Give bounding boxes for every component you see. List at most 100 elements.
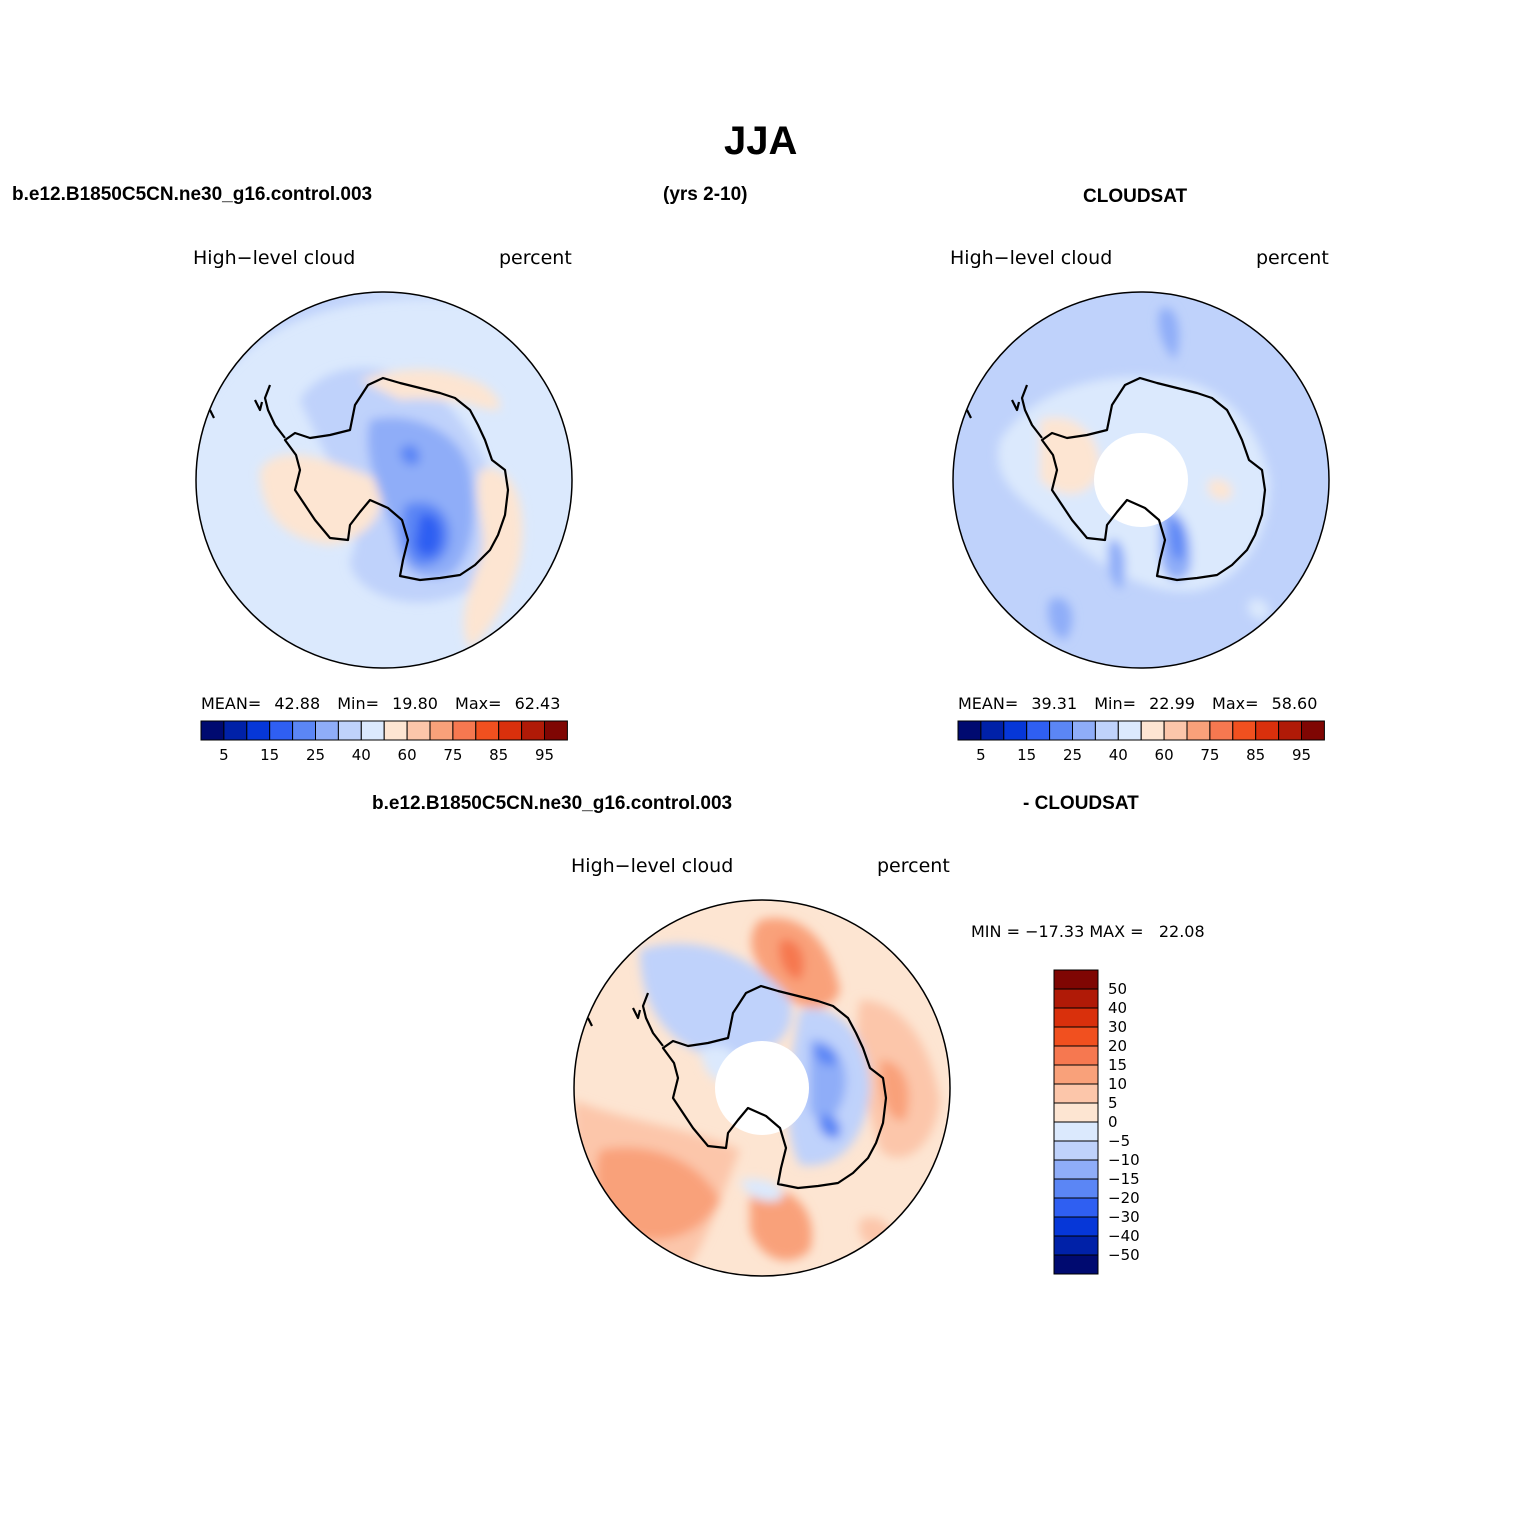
mean-value: 42.88: [274, 694, 321, 713]
diff-model-name: b.e12.B1850C5CN.ne30_g16.control.003: [372, 793, 733, 814]
colorbar-box: [1053, 1083, 1099, 1104]
colorbar-tick-label: −20: [1108, 1189, 1140, 1207]
colorbar-box: [957, 720, 982, 741]
colorbar-tick-label: 95: [535, 746, 554, 764]
colorbar-box: [521, 720, 545, 741]
colorbar-tick-label: 10: [1108, 1075, 1127, 1093]
colorbar-box: [269, 720, 294, 741]
colorbar-box: [1053, 1216, 1099, 1237]
colorbar-box: [1053, 1007, 1099, 1028]
colorbar-box: [1255, 720, 1280, 741]
colorbar-box: [1053, 1235, 1099, 1256]
colorbar-tick-label: 5: [219, 746, 229, 764]
panel-model-stats: MEAN= 42.88 Min= 19.80 Max= 62.43: [201, 694, 560, 713]
colorbar-tick-label: 40: [1109, 746, 1128, 764]
obs-coastline: [966, 376, 1267, 582]
model-colorbar: 5 15 25 40 60 75 85 95: [200, 720, 568, 764]
panel-model-units: percent: [499, 247, 572, 269]
colorbar-box: [1053, 988, 1099, 1009]
colorbar-box: [1003, 720, 1028, 741]
colorbar-box: [498, 720, 523, 741]
colorbar-box: [475, 720, 500, 741]
panel-diff-variable: High−level cloud: [571, 855, 734, 877]
colorbar-box: [200, 720, 225, 741]
colorbar-box: [1072, 720, 1096, 741]
colorbar-tick-label: −10: [1108, 1151, 1140, 1169]
colorbar-box: [544, 720, 568, 741]
colorbar-box: [246, 720, 271, 741]
figure-title: JJA: [724, 119, 798, 163]
colorbar-box: [337, 720, 362, 741]
colorbar-box: [1053, 1140, 1099, 1161]
colorbar-tick-label: 50: [1108, 980, 1127, 998]
colorbar-box: [1094, 720, 1119, 741]
colorbar-box: [292, 720, 317, 741]
colorbar-box: [429, 720, 454, 741]
colorbar-tick-label: −40: [1108, 1227, 1140, 1245]
mean-label: MEAN=: [958, 694, 1019, 713]
colorbar-box: [1053, 1026, 1099, 1047]
colorbar-tick-label: 30: [1108, 1018, 1127, 1036]
colorbar-box: [1053, 1102, 1099, 1123]
max-value: 62.43: [514, 694, 561, 713]
diff-contour-fill: [574, 900, 950, 1276]
colorbar-tick-label: 85: [489, 746, 508, 764]
colorbar-box: [1053, 1159, 1099, 1180]
colorbar-box: [1053, 1045, 1099, 1066]
model-case-name: b.e12.B1850C5CN.ne30_g16.control.003: [12, 184, 373, 205]
colorbar-tick-label: 60: [398, 746, 417, 764]
colorbar-tick-label: −30: [1108, 1208, 1140, 1226]
obs-colorbar: 5 15 25 40 60 75 85 95: [957, 720, 1325, 764]
colorbar-box: [1049, 720, 1073, 741]
min-label: Min=: [337, 694, 380, 713]
colorbar-box: [1140, 720, 1165, 741]
colorbar-tick-label: 25: [1063, 746, 1082, 764]
min-value: 22.99: [1149, 694, 1195, 713]
colorbar-box: [1232, 720, 1257, 741]
colorbar-tick-label: 15: [1108, 1056, 1127, 1074]
colorbar-box: [1053, 1254, 1099, 1275]
max-label: Max=: [455, 694, 502, 713]
colorbar-tick-label: 25: [306, 746, 325, 764]
mean-value: 39.31: [1031, 694, 1078, 713]
colorbar-box: [1026, 720, 1051, 741]
colorbar-box: [1053, 1121, 1099, 1142]
min-label: Min=: [1094, 694, 1137, 713]
colorbar-tick-label: 40: [1108, 999, 1127, 1017]
colorbar-box: [980, 720, 1005, 741]
colorbar-box: [315, 720, 339, 741]
diff-obs-name: - CLOUDSAT: [1023, 793, 1139, 814]
colorbar-box: [1053, 1197, 1099, 1218]
panel-obs-stats: MEAN= 39.31 Min= 22.99 Max= 58.60: [958, 694, 1317, 713]
colorbar-tick-label: 95: [1292, 746, 1311, 764]
colorbar-tick-label: 15: [260, 746, 279, 764]
obs-contour-fill: [953, 292, 1329, 668]
panel-model-variable: High−level cloud: [193, 247, 356, 269]
colorbar-tick-label: 75: [443, 746, 462, 764]
diff-coastline: [587, 984, 888, 1190]
panel-diff-map: [573, 899, 951, 1277]
colorbar-tick-label: −5: [1108, 1132, 1130, 1150]
max-value: 58.60: [1271, 694, 1318, 713]
panel-model-map: [195, 291, 573, 669]
colorbar-box: [1209, 720, 1234, 741]
colorbar-tick-label: 20: [1108, 1037, 1127, 1055]
colorbar-box: [1301, 720, 1325, 741]
colorbar-box: [1186, 720, 1211, 741]
colorbar-tick-label: 85: [1246, 746, 1265, 764]
colorbar-box: [1053, 1064, 1099, 1085]
min-value: 19.80: [392, 694, 438, 713]
panel-diff-units: percent: [877, 855, 950, 877]
colorbar-tick-label: 40: [352, 746, 371, 764]
colorbar-tick-label: 5: [976, 746, 986, 764]
panel-obs-variable: High−level cloud: [950, 247, 1113, 269]
panel-obs-units: percent: [1256, 247, 1329, 269]
model-coastline: [209, 376, 510, 582]
colorbar-tick-label: −50: [1108, 1246, 1140, 1264]
colorbar-box: [1053, 969, 1099, 990]
colorbar-box: [1278, 720, 1302, 741]
colorbar-box: [360, 720, 385, 741]
colorbar-box: [383, 720, 408, 741]
